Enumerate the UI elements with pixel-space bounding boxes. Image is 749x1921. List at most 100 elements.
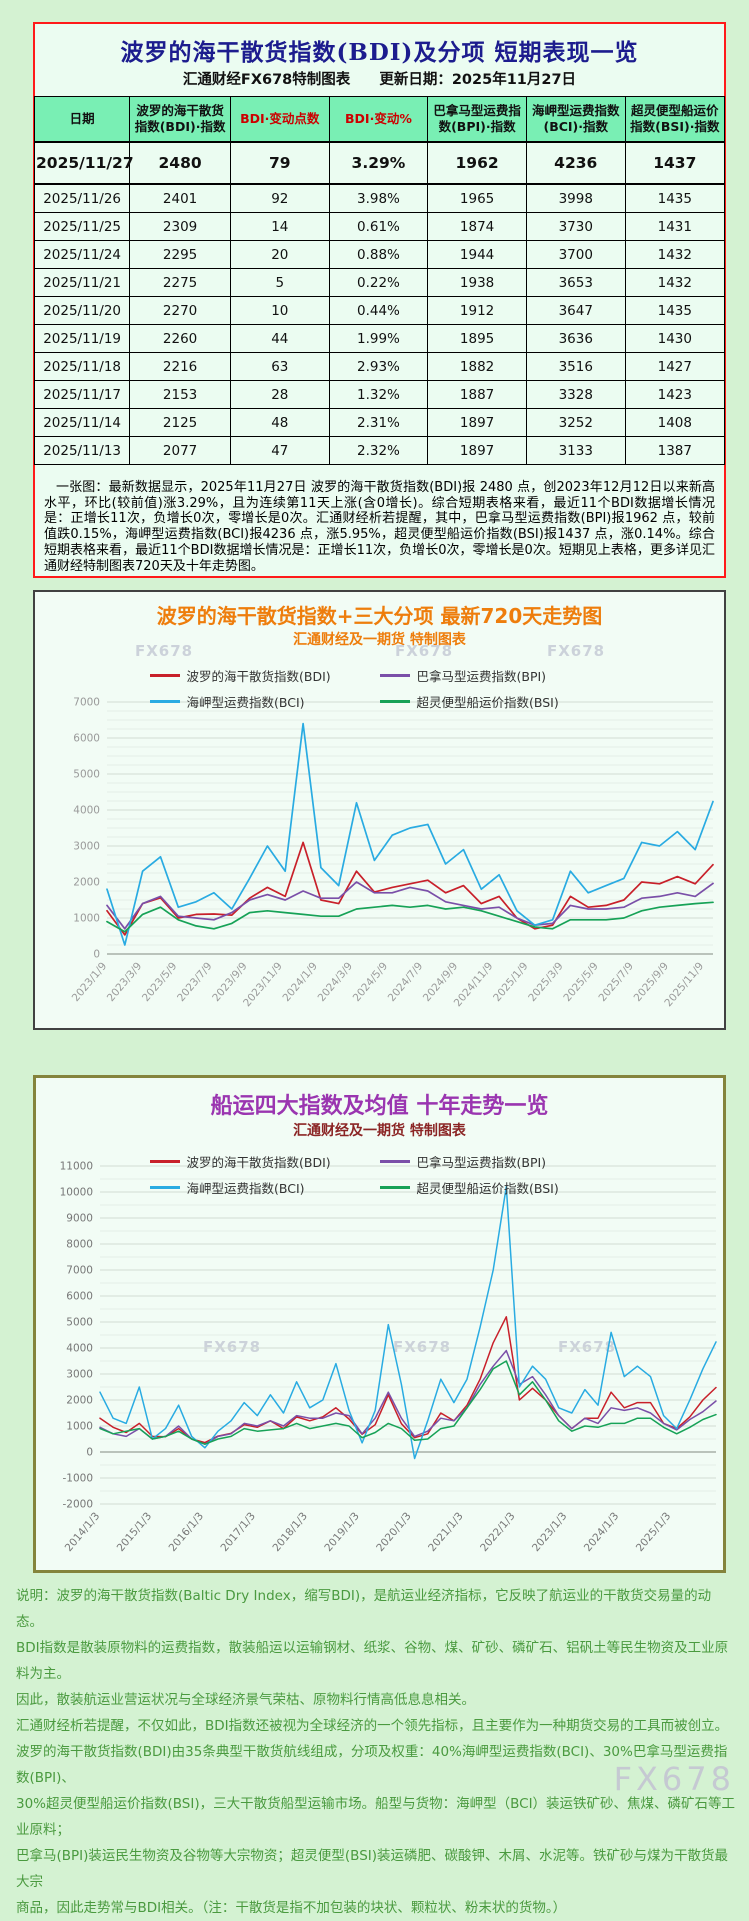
svg-text:2023/1/3: 2023/1/3 (530, 1510, 570, 1554)
legend-label: 巴拿马型运费指数(BPI) (416, 669, 547, 684)
svg-text:2021/1/3: 2021/1/3 (426, 1510, 466, 1554)
table-cell: 1427 (624, 352, 726, 381)
table-cell: 0.44% (328, 296, 429, 325)
legend-swatch (379, 1186, 410, 1189)
column-header: 日期 (33, 96, 131, 143)
svg-text:7000: 7000 (66, 1265, 93, 1277)
table-cell: 3252 (525, 408, 626, 437)
table-cell: 0.88% (328, 240, 429, 269)
source-label: 汇通财经FX678特制图表 (182, 72, 351, 88)
table-cell: 2025/11/20 (33, 296, 131, 325)
svg-text:0: 0 (86, 1447, 93, 1459)
legend-item: 海岬型运费指数(BCI) (149, 1178, 380, 1197)
table-cell: 2025/11/19 (33, 324, 131, 353)
table-cell: 28 (229, 380, 330, 409)
legend-swatch (379, 1160, 410, 1163)
footer-line: 巴拿马(BPI)装运民生物资及谷物等大宗物资；超灵便型(BSI)装运磷肥、碳酸钾… (16, 1848, 729, 1890)
svg-text:2015/1/3: 2015/1/3 (115, 1510, 155, 1554)
table-cell: 1431 (624, 212, 726, 241)
legend-swatch (149, 1186, 180, 1189)
footer-line: 说明：波罗的海干散货指数(Baltic Dry Index，缩写BDI)，是航运… (16, 1588, 712, 1630)
svg-text:3000: 3000 (73, 841, 100, 853)
table-cell: 3730 (525, 212, 626, 241)
svg-text:2017/1/3: 2017/1/3 (219, 1510, 259, 1554)
table-cell: 2125 (129, 408, 231, 437)
svg-text:2023/1/9: 2023/1/9 (70, 960, 110, 1004)
svg-text:11000: 11000 (60, 1161, 93, 1173)
svg-text:2024/3/9: 2024/3/9 (316, 960, 356, 1004)
chart2-plot: -2000 -1000 0 1000 2000 3000 4000 5000 6000 7000 8… (60, 1161, 717, 1554)
table-cell: 1895 (427, 324, 527, 353)
legend-swatch (149, 700, 180, 703)
watermark-text: FX678 (135, 642, 194, 660)
table-cell: 3998 (525, 183, 626, 213)
table-cell: 3636 (525, 324, 626, 353)
table-cell: 2077 (129, 436, 231, 465)
table-cell: 2025/11/17 (33, 380, 131, 409)
table-cell: 1897 (427, 436, 527, 465)
bdi-short-term-panel: 波罗的海干散货指数(BDI)及分项 短期表现一览 汇通财经FX678特制图表 更… (33, 22, 726, 578)
legend-swatch (379, 700, 410, 703)
table-row: 2025/11/18 2216 63 2.93% 1882 3516 1427 (33, 352, 726, 381)
chart-720day-panel: 波罗的海干散货指数+三大分项 最新720天走势图 汇通财经及一期货 特制图表 F… (33, 590, 726, 1030)
table-cell: 1432 (624, 240, 726, 269)
svg-text:2019/1/3: 2019/1/3 (322, 1510, 362, 1554)
legend-item: 波罗的海干散货指数(BDI) (149, 666, 380, 685)
table-cell: 2025/11/26 (33, 183, 131, 213)
svg-text:-1000: -1000 (62, 1473, 93, 1485)
svg-text:1000: 1000 (66, 1421, 93, 1433)
svg-text:2024/7/9: 2024/7/9 (386, 960, 426, 1004)
table-cell: 1437 (624, 141, 726, 185)
table-cell: 1962 (427, 141, 527, 185)
svg-text:2024/1/3: 2024/1/3 (582, 1510, 622, 1554)
svg-text:2023/7/9: 2023/7/9 (175, 960, 215, 1004)
legend-item: 超灵便型船运价指数(BSI) (379, 692, 610, 711)
legend-swatch (379, 674, 410, 677)
table-cell: 3328 (525, 380, 626, 409)
table-cell: 20 (229, 240, 330, 269)
svg-text:-2000: -2000 (62, 1499, 93, 1511)
column-header: 海岬型运费指数 (BCI)·指数 (525, 96, 626, 143)
table-row: 2025/11/25 2309 14 0.61% 1874 3730 1431 (33, 212, 726, 241)
legend-item: 巴拿马型运费指数(BPI) (379, 1152, 610, 1171)
chart-10year-panel: 船运四大指数及均值 十年走势一览 汇通财经及一期货 特制图表 FX678 FX6… (33, 1075, 726, 1573)
table-cell: 63 (229, 352, 330, 381)
table-cell: 2295 (129, 240, 231, 269)
table-subtitle: 汇通财经FX678特制图表 更新日期：2025年11月27日 (35, 68, 724, 89)
watermark-text: FX678 (547, 642, 606, 660)
table-row: 2025/11/21 2275 5 0.22% 1938 3653 1432 (33, 268, 726, 297)
footer-line: BDI指数是散装原物料的运费指数，散装船运以运输钢材、纸浆、谷物、煤、矿砂、磷矿… (16, 1640, 729, 1682)
table-cell: 44 (229, 324, 330, 353)
chart2-subtitle: 汇通财经及一期货 特制图表 (293, 1123, 466, 1139)
svg-text:10000: 10000 (60, 1187, 93, 1199)
column-header: 超灵便型船运价 指数(BSI)·指数 (624, 96, 726, 143)
svg-text:2018/1/3: 2018/1/3 (270, 1510, 310, 1554)
table-cell: 1432 (624, 268, 726, 297)
table-cell: 47 (229, 436, 330, 465)
table-cell: 10 (229, 296, 330, 325)
table-cell: 3653 (525, 268, 626, 297)
svg-text:9000: 9000 (66, 1213, 93, 1225)
table-header-row: 日期 波罗的海干散货 指数(BDI)·指数 BDI·变动点数 BDI·变动% 巴拿马型运… (33, 96, 726, 143)
watermark-text: FX678 (203, 1338, 262, 1356)
legend-label: 波罗的海干散货指数(BDI) (186, 1155, 331, 1170)
svg-text:2025/1/9: 2025/1/9 (491, 960, 531, 1004)
table-cell: 1430 (624, 324, 726, 353)
table-row: 2025/11/27 2480 79 3.29% 1962 4236 1437 (33, 141, 726, 185)
footer-line: 波罗的海干散货指数(BDI)由35条典型干散货航线组成，分项及权重：40%海岬型… (16, 1744, 728, 1786)
svg-text:2023/3/9: 2023/3/9 (105, 960, 145, 1004)
chart1-subtitle: 汇通财经及一期货 特制图表 (293, 632, 466, 648)
table-cell: 1944 (427, 240, 527, 269)
table-cell: 2025/11/21 (33, 268, 131, 297)
table-row: 2025/11/20 2270 10 0.44% 1912 3647 1435 (33, 296, 726, 325)
update-date: 更新日期：2025年11月27日 (379, 72, 577, 88)
watermark-text: FX678 (395, 642, 454, 660)
table-cell: 92 (229, 183, 330, 213)
svg-text:1000: 1000 (73, 913, 100, 925)
legend-item: 海岬型运费指数(BCI) (149, 692, 380, 711)
legend-label: 海岬型运费指数(BCI) (186, 1181, 305, 1196)
table-cell: 0.61% (328, 212, 429, 241)
svg-text:6000: 6000 (73, 733, 100, 745)
legend-label: 超灵便型船运价指数(BSI) (416, 1181, 559, 1196)
table-cell: 2.93% (328, 352, 429, 381)
